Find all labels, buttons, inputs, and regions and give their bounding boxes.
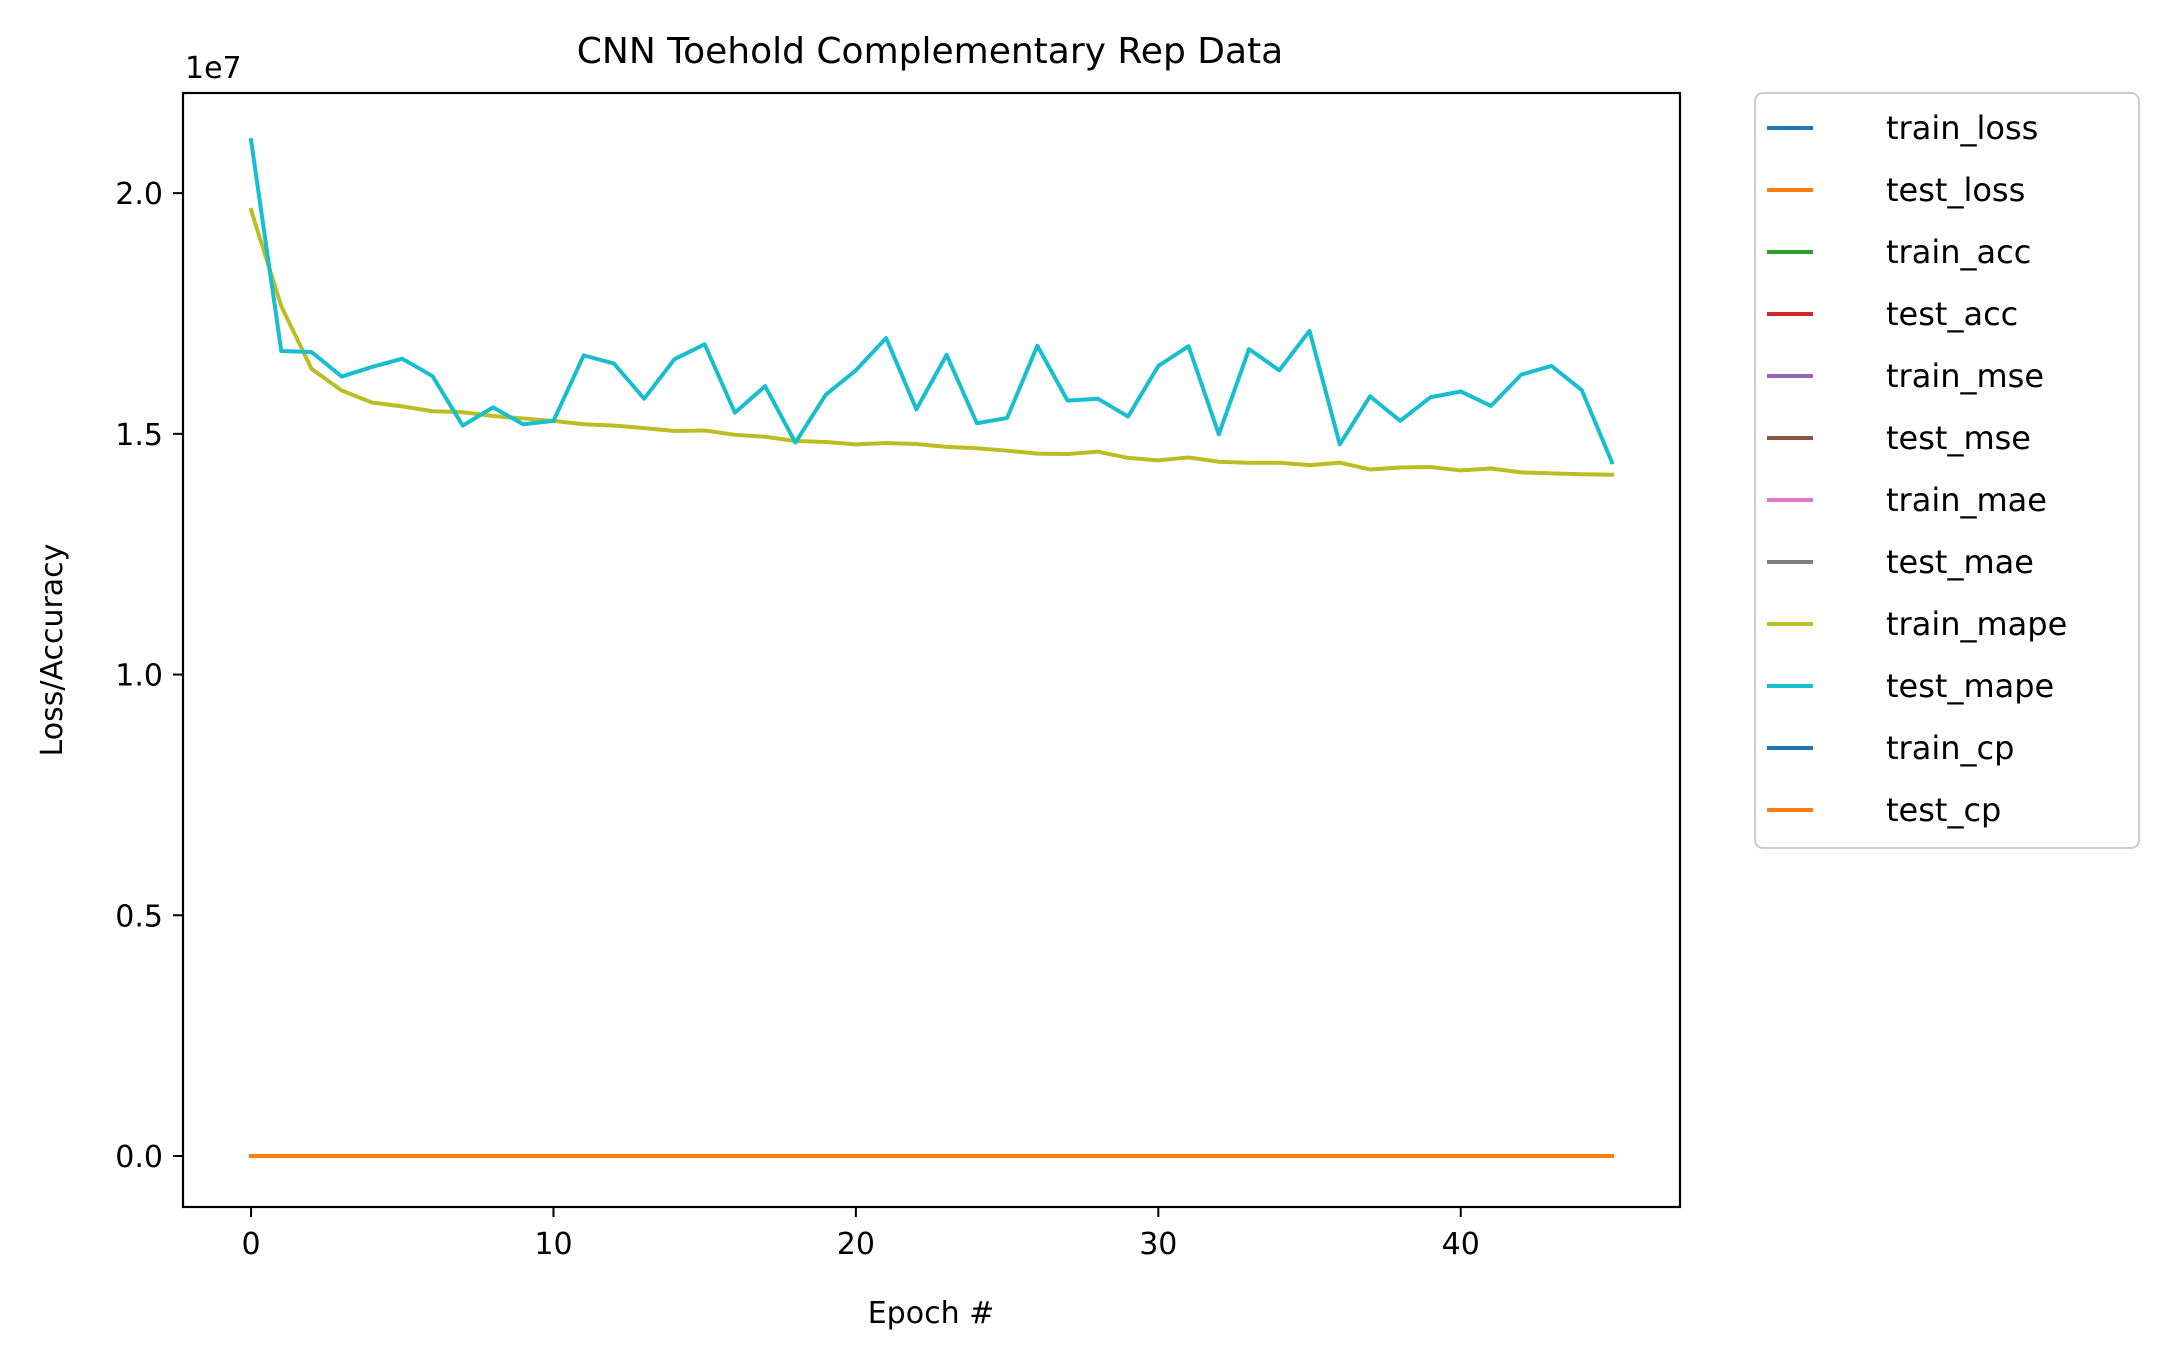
y-tick-label: 0.5	[115, 899, 163, 934]
y-tick-label: 1.0	[115, 659, 163, 694]
legend-label-train_mape: train_mape	[1886, 605, 2067, 643]
legend-label-test_acc: test_acc	[1886, 295, 2018, 333]
legend-label-train_mse: train_mse	[1886, 357, 2044, 395]
legend-label-train_acc: train_acc	[1886, 233, 2031, 271]
plot-frame	[181, 91, 1682, 1209]
legend-label-train_mae: train_mae	[1886, 481, 2047, 519]
series-line-train_mape	[248, 207, 1614, 477]
legend-label-test_mae: test_mae	[1886, 543, 2034, 581]
legend-frame	[1754, 92, 2140, 849]
legend-label-test_loss: test_loss	[1886, 171, 2025, 209]
y-tick-label: 0.0	[115, 1140, 163, 1175]
x-tick-label: 0	[241, 1227, 260, 1262]
x-tick-label: 40	[1442, 1227, 1480, 1262]
legend-label-test_cp: test_cp	[1886, 791, 2001, 829]
legend-label-train_cp: train_cp	[1886, 729, 2014, 767]
legend: train_loss test_loss train_acc test_acctrai…	[1754, 92, 2140, 849]
x-axis: 0 10 20 30 40	[241, 1207, 1480, 1262]
chart-title: CNN Toehold Complementary Rep Data	[577, 31, 1283, 72]
series-layer	[248, 137, 1615, 1158]
y-tick-label: 1.5	[115, 418, 163, 453]
x-tick-label: 20	[837, 1227, 875, 1262]
series-line-test_mape	[248, 137, 1615, 465]
y-axis-label: Loss/Accuracy	[35, 544, 70, 757]
x-axis-label: Epoch #	[868, 1296, 995, 1331]
plot-area	[181, 91, 1682, 1209]
y-offset-label: 1e7	[185, 51, 242, 86]
legend-items: train_loss test_loss train_acc test_acctrai…	[1767, 109, 2067, 829]
legend-label-test_mse: test_mse	[1886, 419, 2031, 457]
legend-label-test_mape: test_mape	[1886, 667, 2054, 705]
y-tick-label: 2.0	[115, 177, 163, 212]
x-tick-label: 10	[534, 1227, 572, 1262]
y-axis: 0.0 0.5 1.0 1.5 2.0	[115, 177, 183, 1175]
legend-label-train_loss: train_loss	[1886, 109, 2038, 147]
x-tick-label: 30	[1139, 1227, 1177, 1262]
